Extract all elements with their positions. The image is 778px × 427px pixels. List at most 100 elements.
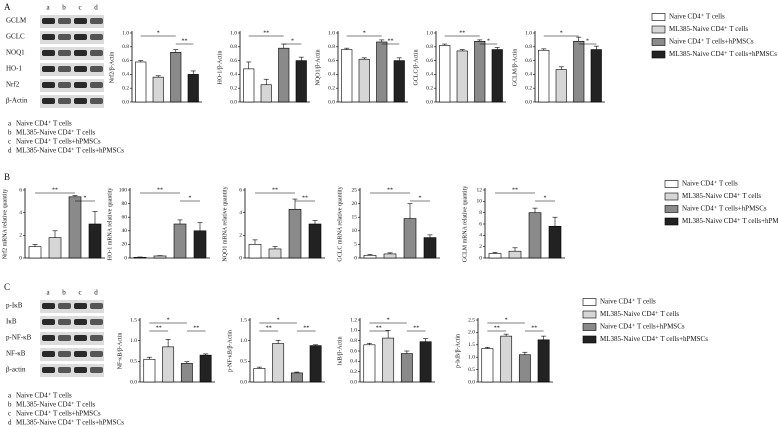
blot-band <box>74 34 87 40</box>
y-tick-label: 2 <box>479 244 482 250</box>
y-tick-label: 0.2 <box>328 85 335 91</box>
legend-label: Naive CD4⁺ T cells <box>669 13 725 21</box>
y-tick-label: 6 <box>19 187 22 193</box>
bar <box>88 223 102 259</box>
y-tick-label: 0.8 <box>350 338 357 344</box>
blot-label: IκB <box>6 318 17 326</box>
y-tick-label: 0.2 <box>230 85 237 91</box>
blot-band <box>74 367 87 373</box>
y-tick-label: 10 <box>477 199 483 205</box>
sig-label: * <box>291 38 294 44</box>
y-tick-label: 1.0 <box>130 338 137 344</box>
sig-label: ** <box>531 325 537 331</box>
blot-label: GCLC <box>6 33 25 41</box>
bar <box>548 225 562 259</box>
y-tick-label: 0.6 <box>122 58 129 64</box>
blot-label: p-IκB <box>6 302 23 310</box>
bar <box>439 45 451 103</box>
bar <box>199 354 212 383</box>
key-text: Naive CD4⁺ T cells+hPMSCs <box>16 410 101 418</box>
lane-label: a <box>46 289 50 297</box>
sig-label: ** <box>156 325 162 331</box>
blot-bg <box>40 15 104 28</box>
y-tick-label: 0.0 <box>122 99 129 105</box>
y-tick-label: 0 <box>239 255 242 261</box>
bar <box>187 74 199 103</box>
y-tick-label: 0.8 <box>328 44 335 50</box>
bar <box>272 343 285 383</box>
bar <box>481 348 494 383</box>
blot-band <box>90 66 103 72</box>
y-tick-label: 1.0 <box>328 30 335 36</box>
blot-band <box>58 34 71 40</box>
blot-band <box>58 18 71 24</box>
legend-label: Naive CD4⁺ T cells+hPMSCs <box>600 323 685 331</box>
key-text: Naive CD4⁺ T cells <box>16 392 72 400</box>
blot-band <box>42 98 55 104</box>
sig-label: ** <box>302 195 308 201</box>
legend-swatch <box>664 217 679 226</box>
blot-band <box>42 18 55 24</box>
y-tick-label: 2.5 <box>468 317 475 323</box>
y-tick-label: 0 <box>479 255 482 261</box>
y-tick-label: 0.2 <box>350 369 357 375</box>
y-tick-label: 20 <box>122 242 128 248</box>
blot-band <box>74 50 87 56</box>
bar <box>528 212 542 259</box>
y-tick-label: 0.4 <box>426 72 433 78</box>
blot-band <box>58 335 71 341</box>
bar <box>382 337 395 383</box>
legend-label: ML385-Naive CD4⁺ T cells <box>682 192 761 200</box>
blot-band <box>42 303 55 309</box>
bar <box>537 339 550 383</box>
sig-label: * <box>157 30 160 36</box>
bar <box>341 49 353 103</box>
bar <box>488 253 502 259</box>
legend-label: ML385-Naive CD4⁺ T cells+hPMSCs <box>600 335 708 343</box>
panel-label: C <box>4 282 10 292</box>
blot-band <box>74 335 87 341</box>
blot-band <box>42 319 55 325</box>
y-tick-label: 12 <box>477 187 483 193</box>
bar <box>162 346 175 383</box>
blot-band <box>42 66 55 72</box>
sig-label: ** <box>52 187 58 193</box>
blot-band <box>74 82 87 88</box>
y-axis-label: NQO1 mRNA relative quantity <box>222 186 228 261</box>
y-axis-label: Nrf2/β-Actin <box>108 52 115 83</box>
key-letter: b <box>8 401 12 409</box>
bar <box>500 335 513 383</box>
key-text: Naive CD4⁺ T cells+hPMSCs <box>16 138 101 146</box>
y-tick-label: 0.2 <box>426 85 433 91</box>
sig-label: * <box>487 38 490 44</box>
blot-label: NF-κB <box>6 350 26 358</box>
y-axis-label: NF-κB/β-Actin <box>117 333 123 370</box>
y-tick-label: 1.5 <box>240 317 247 323</box>
y-axis-label: p-NF-κB/β-Actin <box>227 330 233 372</box>
blot-band <box>58 82 71 88</box>
y-tick-label: 0.6 <box>230 58 237 64</box>
y-tick-label: 0.5 <box>130 359 137 365</box>
blot-label: GCLM <box>6 17 27 25</box>
legend-swatch <box>582 310 597 319</box>
blot-band <box>58 367 71 373</box>
legend-swatch <box>582 298 597 306</box>
bar <box>419 341 432 383</box>
y-tick-label: 0.8 <box>426 44 433 50</box>
key-text: Naive CD4⁺ T cells <box>16 120 72 128</box>
y-tick-label: 0.6 <box>350 348 357 354</box>
y-axis-label: GCLM mRNA relative quantity <box>462 186 468 263</box>
legend-swatch <box>664 180 679 188</box>
blot-band <box>42 335 55 341</box>
blot-band <box>42 50 55 56</box>
bar <box>358 58 370 103</box>
y-tick-label: 1.0 <box>525 30 532 36</box>
bar <box>590 49 602 103</box>
blot-band <box>42 82 55 88</box>
y-tick-label: 0.0 <box>130 379 137 385</box>
blot-band <box>74 18 87 24</box>
legend-label: ML385-Naive CD4⁺ T cells+hPMSCs <box>682 217 778 225</box>
bar <box>143 358 156 383</box>
legend-label: Naive CD4⁺ T cells <box>600 298 656 306</box>
bar <box>153 255 167 259</box>
